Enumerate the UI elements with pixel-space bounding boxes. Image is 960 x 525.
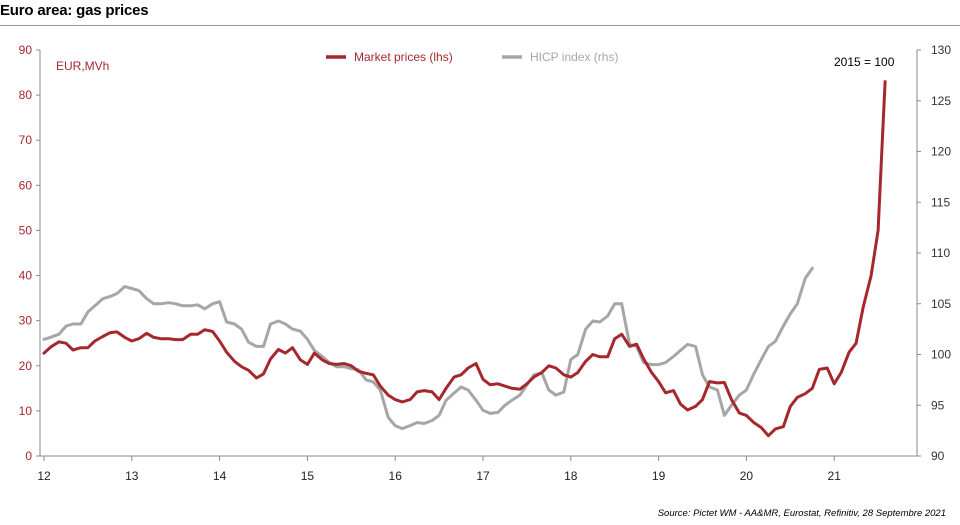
left-tick-label: 90 — [19, 43, 33, 57]
left-tick-label: 60 — [19, 178, 33, 192]
left-axis-ticks: 0 10 20 30 40 50 60 70 80 90 — [19, 43, 40, 463]
x-tick-label: 12 — [37, 469, 51, 483]
series-lines — [42, 80, 887, 438]
index-base-annotation: 2015 = 100 — [834, 55, 895, 69]
x-tick-label: 15 — [301, 469, 315, 483]
chart-axes — [39, 50, 918, 457]
right-axis-ticks: 90 95 100 105 110 115 120 125 130 — [917, 43, 951, 463]
left-tick-label: 40 — [19, 269, 33, 283]
title-divider — [0, 25, 960, 26]
legend-label-market: Market prices (lhs) — [354, 50, 453, 64]
right-tick-label: 130 — [931, 43, 951, 57]
x-tick-label: 20 — [740, 469, 754, 483]
left-tick-label: 0 — [25, 449, 32, 463]
right-tick-label: 120 — [931, 145, 951, 159]
x-tick-label: 13 — [125, 469, 139, 483]
x-tick-label: 17 — [476, 469, 490, 483]
right-tick-label: 125 — [931, 94, 951, 108]
left-tick-label: 20 — [19, 359, 33, 373]
series-line-market — [42, 80, 887, 438]
left-tick-label: 50 — [19, 223, 33, 237]
x-tick-label: 16 — [389, 469, 403, 483]
x-tick-label: 21 — [828, 469, 842, 483]
right-tick-label: 90 — [931, 449, 945, 463]
right-tick-label: 100 — [931, 348, 951, 362]
left-tick-label: 80 — [19, 88, 33, 102]
chart-legend: Market prices (lhs) HICP index (rhs) — [326, 50, 618, 64]
left-tick-label: 10 — [19, 404, 33, 418]
right-tick-label: 110 — [931, 246, 950, 260]
x-axis-ticks: 12 13 14 15 16 17 18 19 20 21 — [37, 456, 841, 483]
left-tick-label: 30 — [19, 314, 33, 328]
left-tick-label: 70 — [19, 133, 33, 147]
series-line-hicp — [42, 266, 814, 431]
x-tick-label: 14 — [213, 469, 227, 483]
page-title: Euro area: gas prices — [0, 2, 149, 19]
source-note: Source: Pictet WM - AA&MR, Eurostat, Ref… — [657, 508, 946, 519]
left-axis-unit-label: EUR,MVh — [56, 59, 109, 73]
x-tick-label: 19 — [652, 469, 666, 483]
x-tick-label: 18 — [564, 469, 578, 483]
right-tick-label: 95 — [931, 398, 945, 412]
right-tick-label: 115 — [931, 195, 950, 209]
right-tick-label: 105 — [931, 297, 951, 311]
legend-label-hicp: HICP index (rhs) — [530, 50, 618, 64]
